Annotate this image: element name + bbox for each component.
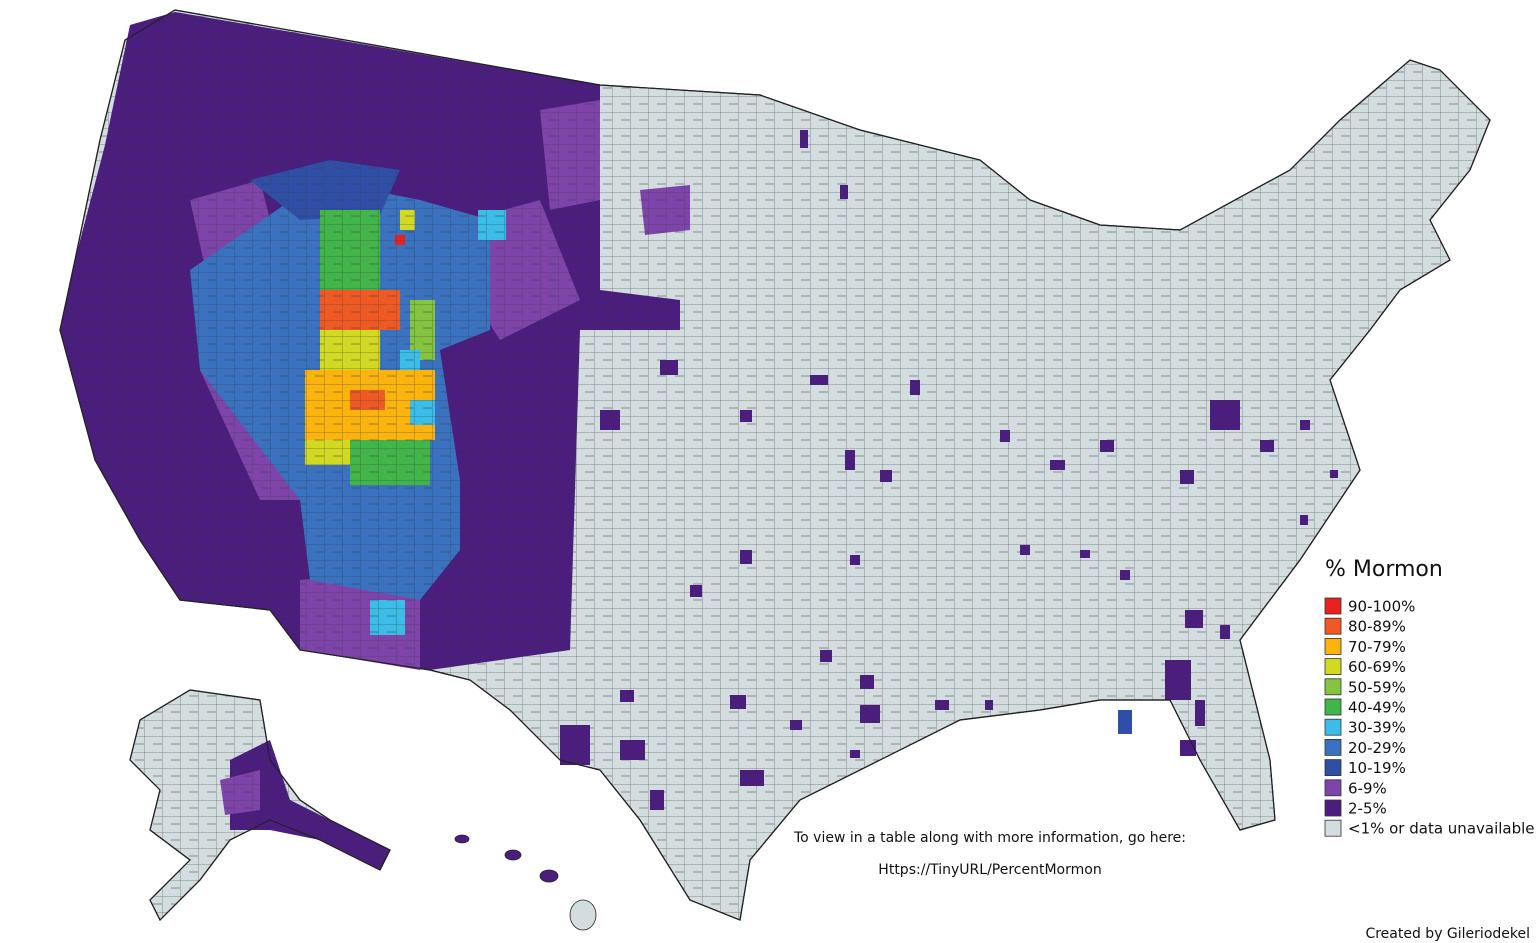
legend-label: 70-79%: [1348, 638, 1406, 656]
map-regions: [59, 9, 1491, 931]
legend-swatch: [1324, 819, 1342, 837]
credit: Created by Gileriodekel: [1365, 926, 1530, 942]
legend-label: 20-29%: [1348, 739, 1406, 757]
legend-swatch: [1324, 597, 1342, 615]
legend-label: <1% or data unavailable: [1348, 820, 1535, 838]
legend-swatch: [1324, 638, 1342, 655]
county-lines: [59, 9, 1491, 921]
island: [539, 869, 559, 883]
legend-swatch: [1324, 799, 1342, 817]
island: [569, 899, 597, 931]
legend-label: 40-49%: [1348, 699, 1406, 717]
legend-swatch: [1324, 617, 1342, 635]
legend-label: 6-9%: [1348, 779, 1387, 797]
legend-swatch: [1324, 759, 1342, 776]
legend-label: 80-89%: [1348, 618, 1406, 636]
legend-swatch: [1324, 739, 1342, 756]
legend-label: 90-100%: [1348, 598, 1415, 616]
region-10-19: [1118, 710, 1132, 734]
island: [504, 849, 522, 861]
legend-title: % Mormon: [1325, 557, 1443, 582]
legend-label: 10-19%: [1348, 759, 1406, 777]
legend-label: 2-5%: [1348, 800, 1387, 818]
note-text: To view in a table along with more infor…: [793, 830, 1186, 846]
legend-swatch: [1324, 658, 1342, 675]
legend-swatch: [1324, 698, 1342, 716]
legend-label: 60-69%: [1348, 658, 1406, 676]
legend-label: 50-59%: [1348, 678, 1406, 696]
county-lines: [129, 689, 391, 922]
legend-label: 30-39%: [1348, 719, 1406, 737]
legend-swatch: [1324, 718, 1342, 736]
note-link[interactable]: Https://TinyURL/PercentMormon: [878, 862, 1101, 878]
legend-swatch: [1324, 678, 1342, 696]
legend: 90-100% 80-89% 70-79% 60-69% 50-59% 40-49% 30-…: [1324, 597, 1535, 838]
island: [454, 834, 470, 844]
legend-swatch: [1324, 779, 1342, 797]
